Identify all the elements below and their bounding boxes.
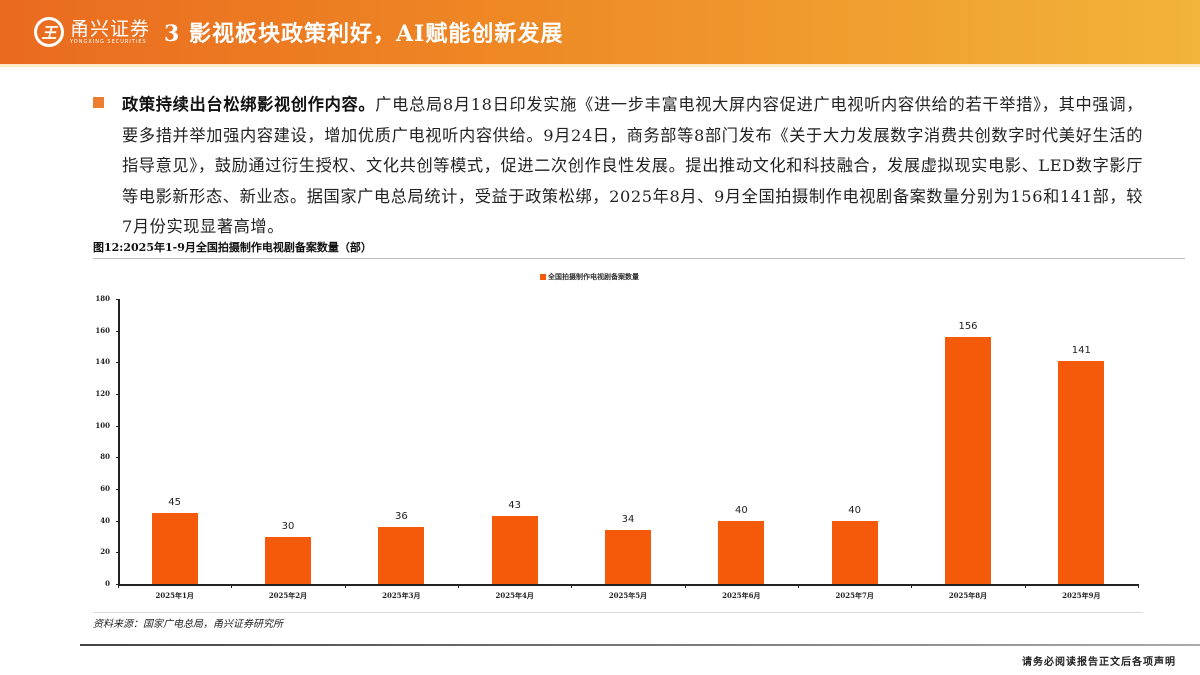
y-tick-mark — [116, 299, 119, 300]
paragraph-body: 广电总局8月18日印发实施《进一步丰富电视大屏内容促进广电视听内容供给的若干举措… — [122, 95, 1143, 236]
x-tick-mark — [344, 584, 346, 588]
bar-value-label: 40 — [848, 504, 862, 516]
x-tick-mark — [1024, 584, 1026, 588]
x-category-label: 2025年3月 — [382, 591, 421, 600]
y-tick: 160 — [90, 326, 120, 336]
x-tick-mark — [118, 584, 119, 588]
logo-name-cn: 甬兴证券 — [70, 17, 151, 40]
bar-value-label: 43 — [508, 499, 522, 511]
footer-divider — [80, 644, 1200, 646]
y-tick: 80 — [90, 452, 120, 462]
y-tick-label: 180 — [95, 294, 110, 303]
y-tick: 140 — [90, 357, 120, 367]
y-tick: 60 — [90, 484, 120, 494]
bar-chart: 全国拍摄制作电视剧备案数量 0 20 40 60 80 100 120 140 160 180 45… — [90, 262, 1180, 612]
bar — [945, 337, 991, 584]
x-axis — [118, 584, 1138, 586]
page-title: 3 影视板块政策利好，AI赋能创新发展 — [164, 21, 564, 47]
y-tick: 0 — [90, 579, 120, 589]
bar-value-label: 30 — [281, 520, 295, 532]
x-category-label: 2025年4月 — [495, 591, 534, 600]
bullet-square-icon — [93, 97, 104, 108]
y-tick-label: 20 — [100, 547, 110, 557]
header-shadow — [0, 64, 1200, 67]
footer-disclaimer: 请务必阅读报告正文后各项声明 — [1022, 657, 1176, 668]
bar — [491, 515, 538, 584]
bar — [831, 520, 878, 584]
figure-source: 资料来源：国家广电总局，甬兴证券研究所 — [93, 619, 283, 630]
x-category-label: 2025年9月 — [1062, 591, 1101, 600]
y-tick-mark — [116, 552, 119, 554]
bar — [151, 512, 198, 584]
y-tick-mark — [116, 330, 119, 332]
bar-value-label: 141 — [1071, 344, 1091, 356]
y-tick-label: 160 — [95, 325, 110, 335]
y-tick: 100 — [90, 421, 120, 431]
y-tick-label: 100 — [95, 420, 110, 430]
bar-value-label: 40 — [734, 504, 748, 516]
legend-label: 全国拍摄制作电视剧备案数量 — [548, 272, 639, 281]
bar — [1058, 360, 1105, 584]
logo-name-en: YONGXING SECURITIES — [70, 38, 147, 45]
company-logo: 王 甬兴证券 YONGXING SECURITIES — [34, 17, 150, 47]
y-tick-label: 140 — [95, 357, 110, 367]
y-tick-mark — [116, 394, 119, 395]
x-category-label: 2025年7月 — [835, 591, 874, 600]
x-tick-mark — [911, 584, 913, 588]
bar-value-label: 36 — [394, 511, 408, 522]
paragraph-lead: 政策持续出台松绑影视创作内容。 — [122, 95, 376, 114]
x-tick-mark — [571, 584, 573, 588]
bar-value-label: 34 — [621, 514, 635, 526]
x-category-label: 2025年8月 — [948, 591, 988, 600]
bar — [718, 520, 765, 584]
bar — [265, 536, 311, 584]
bar-value-label: 156 — [958, 321, 978, 332]
y-axis — [118, 299, 120, 585]
figure-top-divider — [93, 258, 1185, 259]
x-category-label: 2025年1月 — [155, 591, 194, 600]
paragraph-text: 政策持续出台松绑影视创作内容。广电总局8月18日印发实施《进一步丰富电视大屏内容… — [122, 90, 1143, 243]
bar — [378, 527, 425, 584]
bar — [605, 530, 651, 584]
x-tick-mark — [798, 584, 799, 588]
y-tick-label: 0 — [105, 579, 110, 588]
bullet-paragraph: 政策持续出台松绑影视创作内容。广电总局8月18日印发实施《进一步丰富电视大屏内容… — [93, 90, 1143, 243]
header-banner: 王 甬兴证券 YONGXING SECURITIES 3 影视板块政策利好，AI… — [0, 0, 1200, 64]
y-tick: 20 — [90, 547, 120, 557]
x-category-label: 2025年2月 — [268, 591, 308, 600]
y-tick: 180 — [90, 294, 120, 304]
y-tick-mark — [116, 362, 119, 364]
y-tick-label: 80 — [100, 452, 110, 462]
x-tick-mark — [1138, 584, 1139, 588]
y-tick-label: 120 — [95, 389, 110, 398]
legend-swatch-icon — [540, 274, 546, 280]
figure-bottom-divider — [93, 612, 1143, 613]
y-tick-mark — [116, 584, 119, 585]
y-tick-mark — [116, 425, 119, 427]
x-tick-mark — [684, 584, 686, 588]
bar-value-label: 45 — [168, 496, 182, 508]
figure-title: 图12:2025年1-9月全国拍摄制作电视剧备案数量（部） — [93, 241, 372, 254]
chart-legend: 全国拍摄制作电视剧备案数量 — [540, 272, 639, 282]
y-tick-mark — [116, 520, 119, 522]
x-tick-mark — [231, 584, 233, 588]
y-tick-mark — [116, 489, 119, 490]
y-tick: 120 — [90, 389, 120, 399]
logo-mark-icon: 王 — [34, 17, 64, 47]
y-tick-label: 40 — [100, 515, 110, 525]
x-category-label: 2025年5月 — [608, 591, 648, 600]
y-tick-mark — [116, 457, 119, 459]
y-tick-label: 60 — [100, 484, 110, 493]
x-tick-mark — [458, 584, 459, 588]
y-tick: 40 — [90, 516, 120, 526]
x-category-label: 2025年6月 — [722, 591, 761, 600]
